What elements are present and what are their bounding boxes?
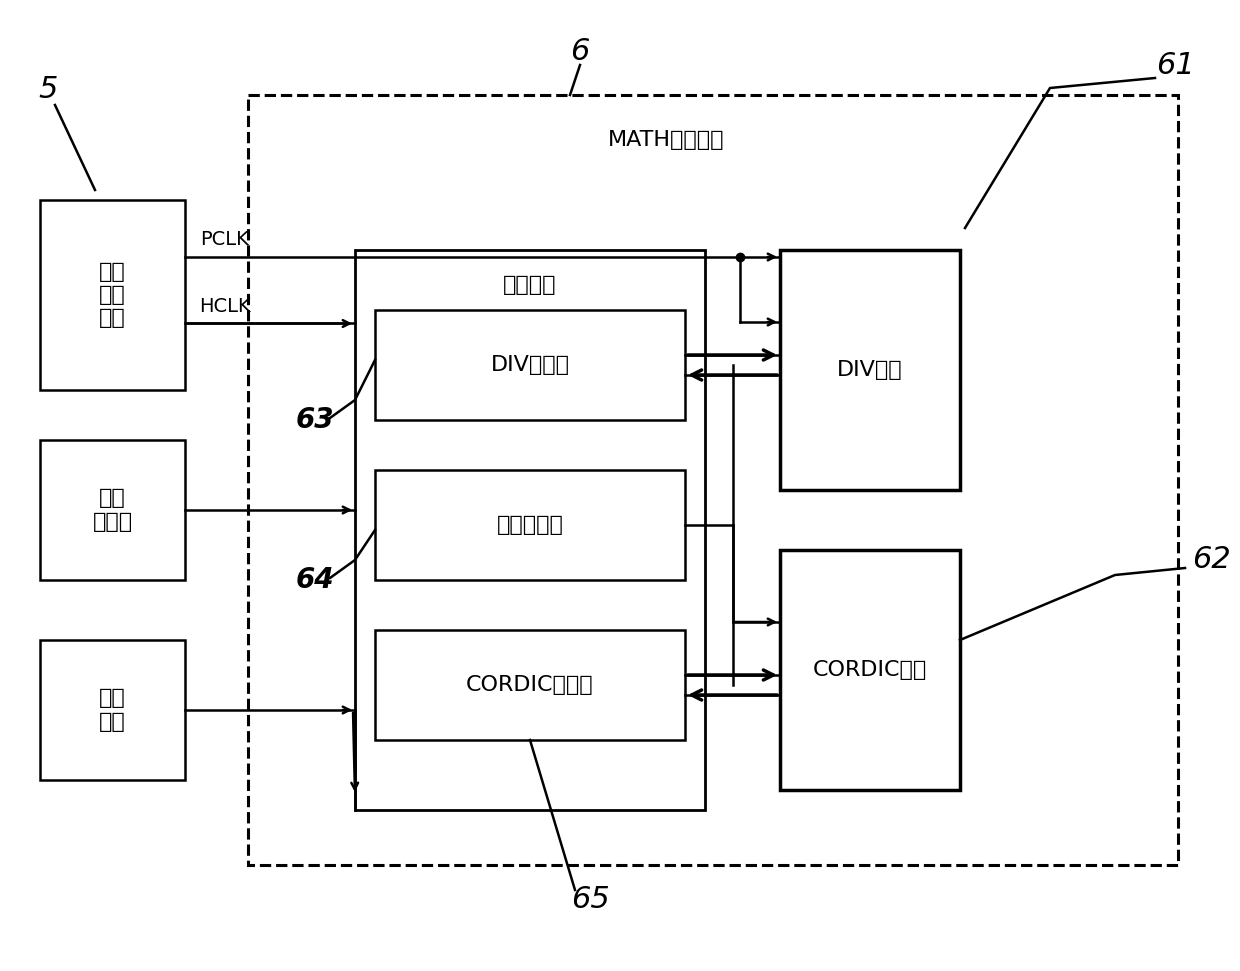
Bar [780, 250, 960, 490]
Text: 63: 63 [296, 406, 335, 434]
Text: 全局寄存器: 全局寄存器 [496, 515, 563, 535]
Text: 5: 5 [38, 76, 57, 105]
Text: PCLK: PCLK [201, 230, 249, 249]
Text: HCLK: HCLK [200, 296, 250, 316]
Bar [40, 440, 185, 580]
Text: DIV寄存器: DIV寄存器 [491, 355, 569, 375]
Bar [40, 200, 185, 390]
Bar [374, 630, 684, 740]
Text: 62: 62 [1192, 546, 1231, 575]
Text: 中断
控制: 中断 控制 [99, 688, 126, 731]
Text: 61: 61 [1156, 50, 1194, 80]
Text: CORDIC寄存器: CORDIC寄存器 [466, 675, 594, 695]
Text: 接口模块: 接口模块 [503, 275, 557, 295]
Text: DIV内核: DIV内核 [837, 360, 903, 380]
Text: 64: 64 [296, 566, 335, 594]
Text: CORDIC内核: CORDIC内核 [813, 660, 928, 680]
Bar [355, 250, 706, 810]
Bar [40, 640, 185, 780]
Text: 系统
时钟
控制: 系统 时钟 控制 [99, 262, 126, 328]
Bar [780, 550, 960, 790]
Bar [374, 310, 684, 420]
Bar [248, 95, 1178, 865]
Text: MATH协处理器: MATH协处理器 [609, 130, 724, 150]
Bar [374, 470, 684, 580]
Text: 6: 6 [570, 38, 590, 66]
Text: 65: 65 [570, 886, 609, 915]
Text: 地址
译码器: 地址 译码器 [93, 488, 133, 531]
